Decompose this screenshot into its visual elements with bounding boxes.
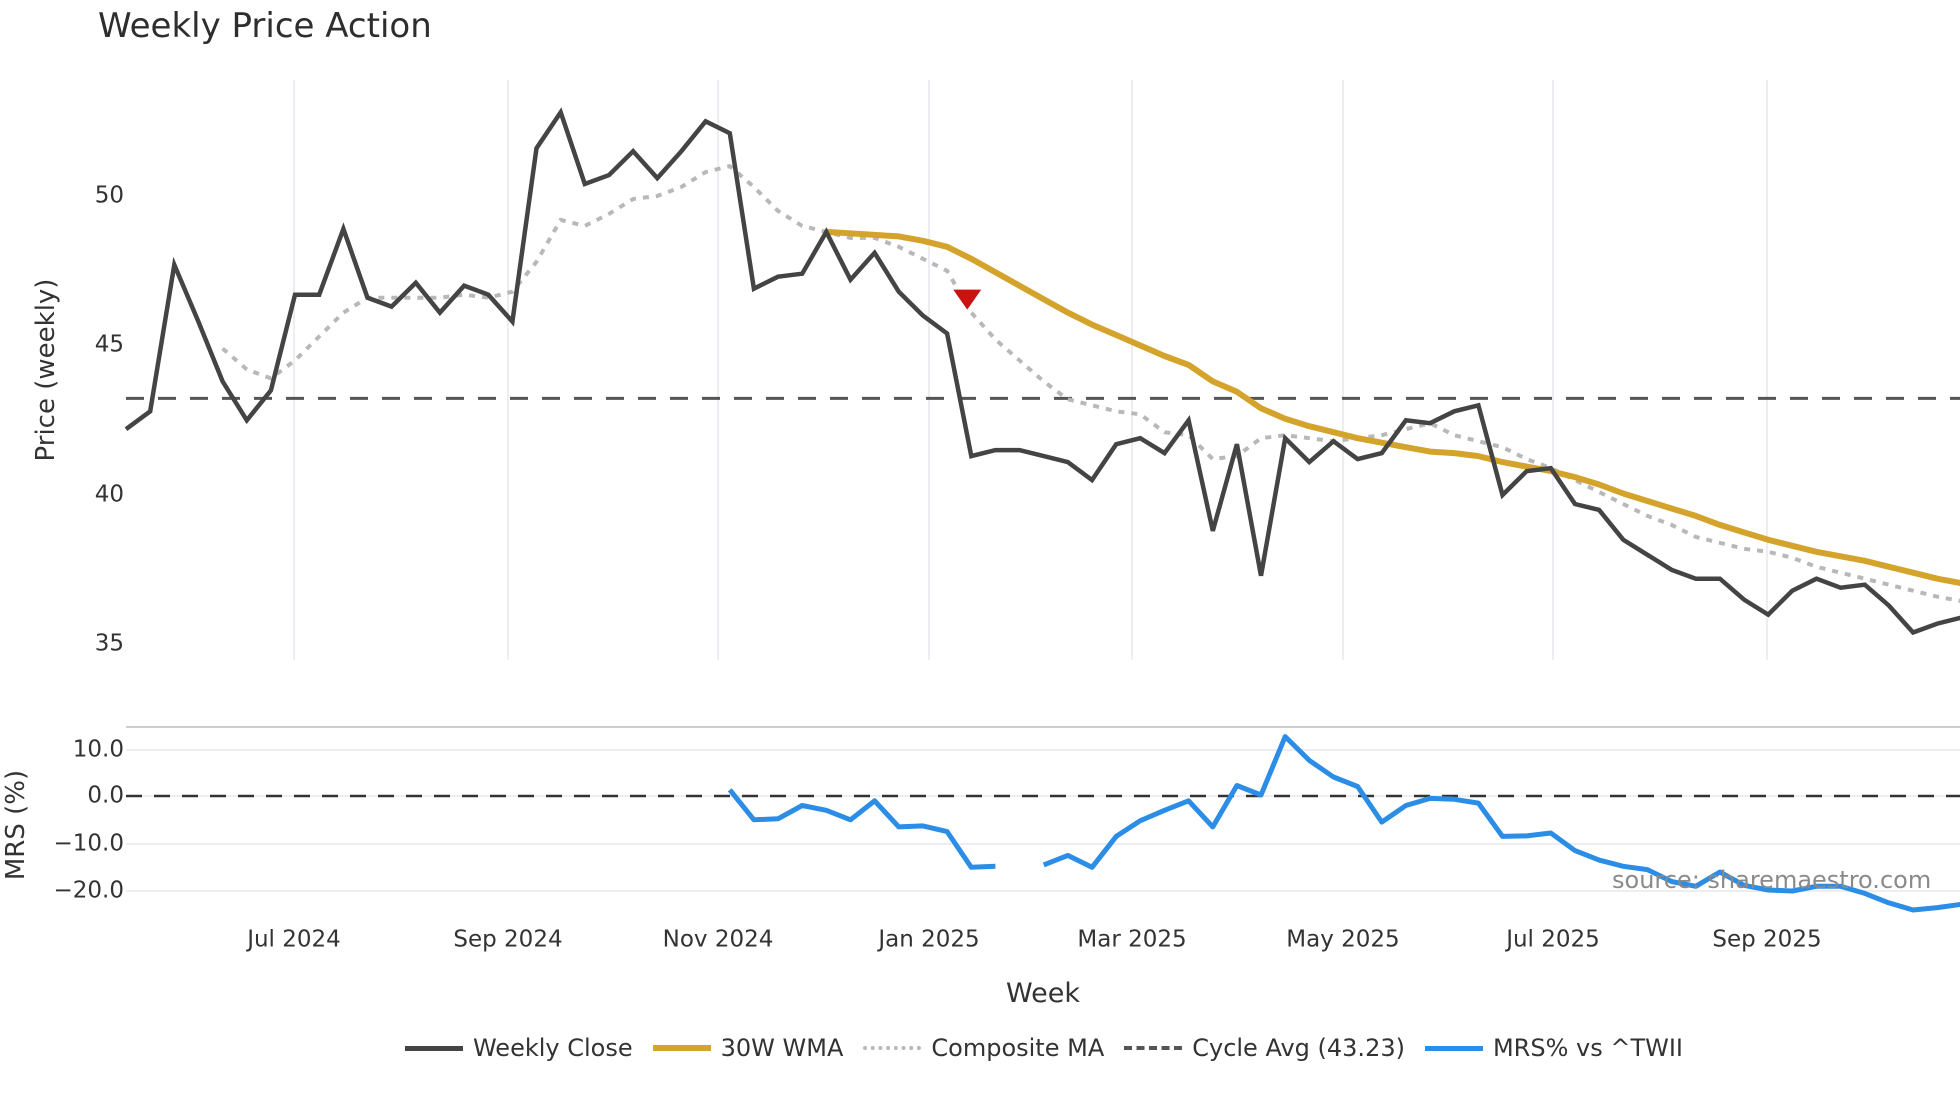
mrs-line (727, 734, 1960, 913)
legend-item-cycle-avg[interactable]: Cycle Avg (43.23) (1124, 1034, 1405, 1062)
legend-item-30w-wma[interactable]: 30W WMA (652, 1034, 844, 1062)
legend-label: Weekly Close (472, 1034, 633, 1062)
legend-item-mrs[interactable]: MRS% vs ^TWII (1424, 1034, 1684, 1062)
wma-swatch-icon (652, 1045, 711, 1051)
mrs-axis-label: MRS (%) (1, 770, 31, 880)
svg-text:40: 40 (95, 482, 124, 508)
cycle-avg-swatch-icon (1124, 1046, 1183, 1050)
mrs-swatch-icon (1424, 1045, 1483, 1051)
svg-text:−10.0: −10.0 (54, 831, 124, 857)
weekly-close-swatch-icon (404, 1045, 463, 1051)
svg-text:Jul 2025: Jul 2025 (1504, 927, 1600, 953)
svg-text:May 2025: May 2025 (1286, 927, 1399, 953)
legend-label: Cycle Avg (43.23) (1192, 1034, 1405, 1062)
weekly-close-line (124, 107, 1960, 636)
mrs-gridlines (126, 749, 1960, 892)
legend: Weekly Close 30W WMA Composite MA Cycle … (0, 1034, 1960, 1062)
legend-label: Composite MA (931, 1034, 1105, 1062)
wma-30w-line (826, 228, 1960, 586)
svg-text:0.0: 0.0 (87, 783, 124, 809)
svg-text:Mar 2025: Mar 2025 (1077, 927, 1186, 953)
svg-text:Sep 2025: Sep 2025 (1712, 927, 1821, 953)
price-gridlines (293, 80, 1768, 660)
legend-label: 30W WMA (720, 1034, 844, 1062)
x-axis-ticks: Jul 2024 Sep 2024 Nov 2024 Jan 2025 Mar 2025… (245, 927, 1821, 953)
legend-label: MRS% vs ^TWII (1492, 1034, 1684, 1062)
svg-text:45: 45 (95, 332, 124, 358)
x-axis-label: Week (1006, 978, 1080, 1009)
y-axis-ticks: 50 45 40 35 10.0 0.0 −10.0 −20.0 (54, 183, 124, 904)
legend-item-composite-ma[interactable]: Composite MA (863, 1034, 1104, 1062)
svg-text:10.0: 10.0 (73, 737, 124, 763)
sell-signal-triangle-icon (953, 289, 982, 310)
composite-ma-swatch-icon (863, 1046, 922, 1050)
svg-text:35: 35 (95, 631, 124, 657)
svg-text:Nov 2024: Nov 2024 (663, 927, 774, 953)
legend-item-weekly-close[interactable]: Weekly Close (404, 1034, 633, 1062)
svg-text:Sep 2024: Sep 2024 (453, 927, 562, 953)
source-note: source: sharemaestro.com (1612, 866, 1932, 894)
svg-text:50: 50 (95, 183, 124, 209)
svg-text:Jan 2025: Jan 2025 (876, 927, 979, 953)
svg-text:Jul 2024: Jul 2024 (245, 927, 341, 953)
chart-title: Weekly Price Action (98, 6, 432, 46)
composite-ma-line (221, 163, 1960, 603)
svg-text:−20.0: −20.0 (54, 878, 124, 904)
price-axis-label: Price (weekly) (31, 279, 61, 462)
